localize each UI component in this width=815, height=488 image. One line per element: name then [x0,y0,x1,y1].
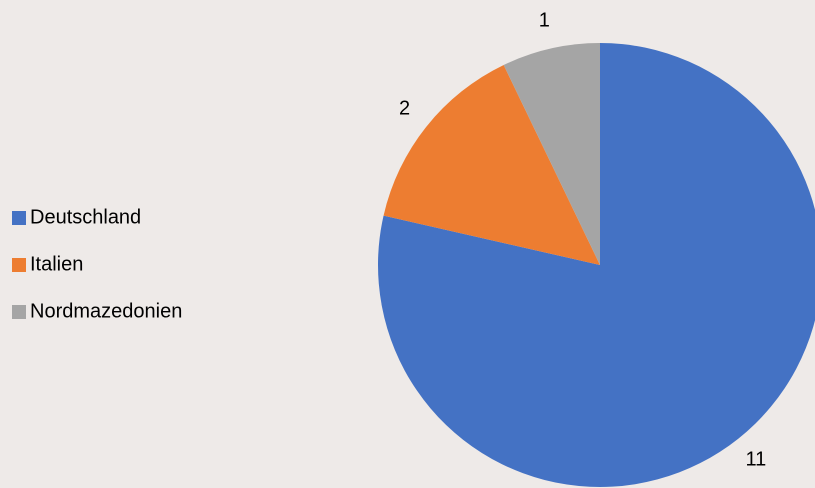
legend-label: Nordmazedonien [30,300,182,322]
data-label: 2 [399,97,410,119]
pie-slice [378,43,815,487]
legend-swatch [12,305,26,319]
legend-swatch [12,211,26,225]
data-label: 11 [745,449,766,471]
legend-label: Italien [30,253,83,275]
legend-label: Deutschland [30,206,141,228]
data-label: 1 [539,10,550,32]
pie-slice [503,43,600,265]
legend-swatch [12,258,26,272]
pie-slice [383,64,600,265]
